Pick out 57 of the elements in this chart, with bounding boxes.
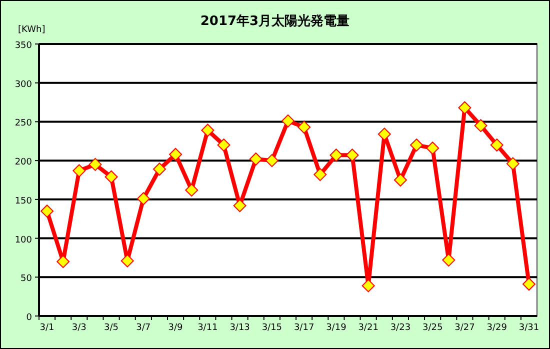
point bbox=[136, 192, 150, 206]
point bbox=[120, 254, 134, 268]
point bbox=[88, 158, 102, 171]
point bbox=[169, 148, 182, 161]
chart-title: 2017年3月太陽光発電量 bbox=[200, 14, 350, 29]
y-tick-label: 250 bbox=[14, 118, 32, 129]
y-tick-label: 150 bbox=[14, 196, 32, 206]
y-axis-title: [KWh] bbox=[18, 25, 46, 35]
point bbox=[201, 124, 214, 137]
point bbox=[442, 254, 456, 267]
point bbox=[282, 114, 294, 128]
point bbox=[458, 101, 472, 114]
x-tick-label: 3/5 bbox=[104, 323, 119, 333]
x-tick-label: 3/19 bbox=[326, 323, 347, 333]
point bbox=[394, 174, 407, 186]
x-tick-label: 3/3 bbox=[72, 323, 86, 333]
x-tick-label: 3/13 bbox=[230, 323, 250, 333]
y-tick-label: 50 bbox=[20, 274, 32, 284]
point bbox=[522, 278, 536, 291]
y-tick-label: 300 bbox=[14, 80, 32, 90]
point bbox=[410, 138, 424, 152]
point bbox=[490, 138, 504, 152]
x-tick-label: 3/27 bbox=[454, 323, 475, 333]
point bbox=[104, 170, 118, 184]
x-tick-label: 3/29 bbox=[486, 323, 508, 333]
point bbox=[378, 128, 391, 141]
point bbox=[233, 199, 246, 212]
y-tick-label: 0 bbox=[26, 313, 32, 323]
point bbox=[152, 162, 166, 176]
x-tick-label: 3/1 bbox=[40, 323, 54, 333]
x-tick-label: 3/17 bbox=[294, 323, 314, 333]
point bbox=[217, 138, 230, 152]
point bbox=[346, 148, 359, 162]
x-tick-label: 3/31 bbox=[518, 323, 540, 333]
x-tick-label: 3/9 bbox=[168, 323, 184, 333]
x-tick-label: 3/7 bbox=[136, 323, 151, 333]
x-tick-label: 3/25 bbox=[422, 323, 443, 333]
point bbox=[298, 120, 311, 134]
point bbox=[40, 204, 54, 218]
point bbox=[56, 255, 70, 268]
point bbox=[330, 148, 343, 162]
point bbox=[265, 154, 278, 168]
point bbox=[362, 279, 375, 292]
y-tick-label: 100 bbox=[14, 235, 32, 246]
x-tick-label: 3/11 bbox=[198, 323, 218, 333]
point bbox=[185, 184, 198, 197]
x-tick-label: 3/23 bbox=[390, 323, 411, 333]
point bbox=[506, 157, 520, 170]
x-tick-label: 3/21 bbox=[358, 323, 378, 333]
point bbox=[474, 119, 488, 132]
point bbox=[314, 168, 327, 182]
y-tick-label: 200 bbox=[14, 158, 32, 168]
x-tick-label: 3/15 bbox=[262, 323, 282, 333]
point bbox=[426, 142, 440, 155]
point bbox=[72, 164, 86, 178]
y-tick-label: 350 bbox=[14, 41, 32, 51]
point bbox=[249, 152, 262, 166]
